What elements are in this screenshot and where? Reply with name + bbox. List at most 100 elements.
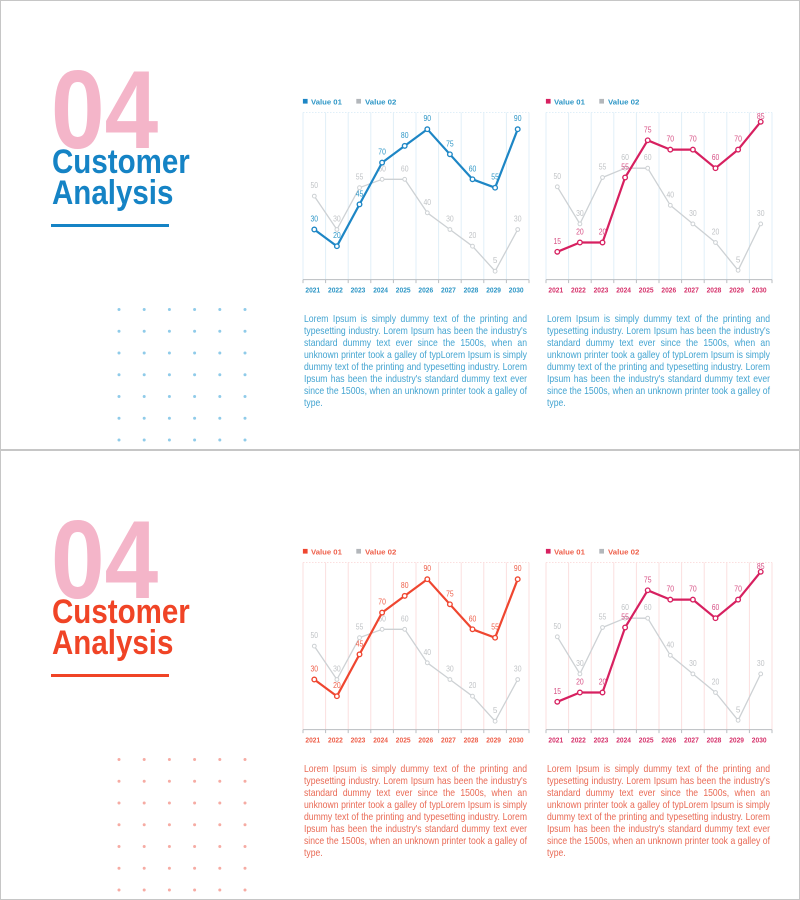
svg-text:40: 40 — [423, 198, 431, 207]
svg-text:Value 02: Value 02 — [608, 97, 639, 106]
svg-text:30: 30 — [689, 209, 697, 218]
svg-text:2029: 2029 — [486, 735, 501, 744]
svg-text:20: 20 — [576, 228, 584, 237]
svg-text:Value 02: Value 02 — [365, 547, 396, 556]
svg-text:55: 55 — [599, 613, 607, 622]
svg-text:2025: 2025 — [395, 735, 410, 744]
svg-text:30: 30 — [310, 215, 318, 224]
svg-text:20: 20 — [599, 678, 607, 687]
svg-text:5: 5 — [492, 706, 497, 715]
svg-text:50: 50 — [554, 622, 562, 631]
svg-text:75: 75 — [644, 125, 652, 134]
svg-text:75: 75 — [644, 575, 652, 584]
svg-text:2028: 2028 — [463, 285, 478, 294]
svg-text:85: 85 — [757, 562, 765, 571]
svg-text:60: 60 — [468, 164, 476, 173]
svg-text:55: 55 — [599, 163, 607, 172]
svg-text:15: 15 — [554, 687, 562, 696]
svg-text:Value 01: Value 01 — [311, 97, 343, 106]
svg-text:30: 30 — [757, 209, 765, 218]
svg-text:Value 01: Value 01 — [311, 547, 343, 556]
svg-text:2027: 2027 — [684, 735, 699, 744]
svg-text:2021: 2021 — [548, 285, 563, 294]
svg-text:60: 60 — [468, 614, 476, 623]
svg-text:75: 75 — [446, 139, 454, 148]
svg-text:70: 70 — [734, 135, 742, 144]
svg-text:40: 40 — [667, 640, 675, 649]
svg-text:2030: 2030 — [752, 735, 767, 744]
svg-text:70: 70 — [667, 135, 675, 144]
svg-text:2023: 2023 — [594, 735, 609, 744]
svg-text:40: 40 — [667, 190, 675, 199]
svg-text:60: 60 — [712, 603, 720, 612]
svg-text:60: 60 — [378, 614, 386, 623]
svg-text:2027: 2027 — [684, 285, 699, 294]
svg-text:20: 20 — [712, 228, 720, 237]
svg-text:30: 30 — [513, 215, 521, 224]
svg-text:60: 60 — [644, 153, 652, 162]
svg-text:50: 50 — [310, 631, 318, 640]
svg-text:2029: 2029 — [729, 735, 744, 744]
svg-text:5: 5 — [736, 255, 741, 264]
svg-text:45: 45 — [355, 639, 363, 648]
svg-text:2024: 2024 — [616, 735, 631, 744]
svg-text:2021: 2021 — [305, 735, 320, 744]
svg-text:90: 90 — [513, 114, 521, 123]
svg-text:20: 20 — [468, 231, 476, 240]
svg-text:2026: 2026 — [661, 735, 676, 744]
svg-text:75: 75 — [446, 589, 454, 598]
svg-text:30: 30 — [333, 215, 341, 224]
svg-text:80: 80 — [400, 131, 408, 140]
svg-text:Value 01: Value 01 — [554, 547, 586, 556]
svg-text:Value 01: Value 01 — [554, 97, 586, 106]
svg-text:2023: 2023 — [594, 285, 609, 294]
svg-text:55: 55 — [491, 623, 499, 632]
svg-text:70: 70 — [378, 148, 386, 157]
svg-text:2028: 2028 — [707, 735, 722, 744]
svg-text:90: 90 — [423, 114, 431, 123]
svg-text:2025: 2025 — [639, 735, 654, 744]
svg-text:55: 55 — [355, 173, 363, 182]
svg-text:Value 02: Value 02 — [365, 97, 396, 106]
svg-text:30: 30 — [689, 659, 697, 668]
svg-text:55: 55 — [621, 163, 629, 172]
svg-text:20: 20 — [333, 231, 341, 240]
svg-text:2026: 2026 — [418, 735, 433, 744]
svg-text:50: 50 — [554, 172, 562, 181]
svg-text:5: 5 — [492, 256, 497, 265]
svg-text:30: 30 — [576, 209, 584, 218]
svg-text:2021: 2021 — [548, 735, 563, 744]
svg-text:20: 20 — [576, 678, 584, 687]
svg-text:5: 5 — [736, 705, 741, 714]
svg-text:2025: 2025 — [639, 285, 654, 294]
svg-text:90: 90 — [423, 564, 431, 573]
svg-text:30: 30 — [446, 215, 454, 224]
svg-text:20: 20 — [712, 678, 720, 687]
svg-text:45: 45 — [355, 189, 363, 198]
svg-text:15: 15 — [554, 237, 562, 246]
svg-text:2023: 2023 — [350, 285, 365, 294]
svg-text:2022: 2022 — [328, 735, 343, 744]
svg-text:60: 60 — [621, 603, 629, 612]
svg-text:70: 70 — [689, 585, 697, 594]
svg-text:2026: 2026 — [418, 285, 433, 294]
svg-text:2026: 2026 — [661, 285, 676, 294]
svg-text:70: 70 — [667, 585, 675, 594]
svg-text:2024: 2024 — [373, 735, 388, 744]
svg-text:60: 60 — [712, 153, 720, 162]
svg-text:60: 60 — [621, 153, 629, 162]
svg-text:30: 30 — [513, 665, 521, 674]
svg-text:40: 40 — [423, 648, 431, 657]
svg-text:30: 30 — [310, 665, 318, 674]
svg-text:2029: 2029 — [729, 285, 744, 294]
svg-text:2025: 2025 — [395, 285, 410, 294]
svg-text:60: 60 — [400, 164, 408, 173]
svg-text:70: 70 — [734, 585, 742, 594]
svg-text:55: 55 — [355, 623, 363, 632]
svg-text:2027: 2027 — [441, 735, 456, 744]
svg-text:2028: 2028 — [707, 285, 722, 294]
svg-text:2030: 2030 — [508, 285, 523, 294]
svg-text:2022: 2022 — [328, 285, 343, 294]
svg-text:30: 30 — [446, 665, 454, 674]
svg-text:2028: 2028 — [463, 735, 478, 744]
